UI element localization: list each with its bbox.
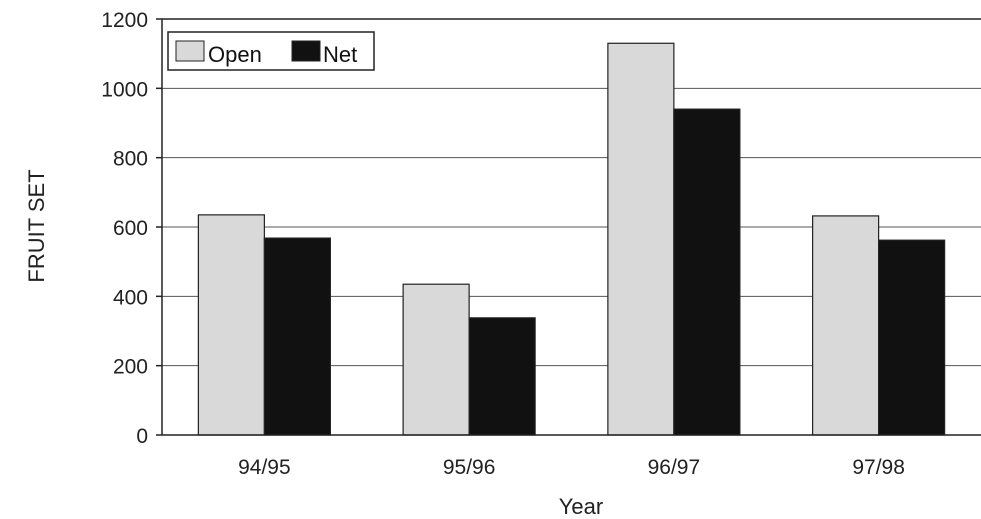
- x-tick-label: 97/98: [852, 456, 905, 479]
- bar-net-95-96: [468, 317, 536, 436]
- axes: [156, 18, 981, 436]
- legend-label-open: Open: [208, 42, 262, 67]
- bar-net-97-98: [878, 239, 946, 436]
- y-tick-label: 400: [113, 286, 148, 309]
- bar-net-94-95: [263, 237, 331, 436]
- y-tick-label: 800: [113, 148, 148, 171]
- y-tick-label: 1000: [101, 78, 148, 101]
- bar-net-96-97: [673, 108, 741, 436]
- x-axis-title: Year: [559, 494, 603, 519]
- bar-open-97-98: [812, 215, 880, 436]
- legend-swatch-net: [291, 40, 321, 62]
- bar-open-95-96: [402, 283, 470, 436]
- y-tick-label: 0: [136, 425, 148, 448]
- legend-label-net: Net: [323, 42, 357, 67]
- bar-open-94-95: [197, 214, 265, 436]
- legend-swatch-open: [175, 40, 205, 62]
- y-tick-label: 200: [113, 356, 148, 379]
- x-tick-label: 95/96: [443, 456, 496, 479]
- bar-open-96-97: [607, 42, 675, 436]
- y-tick-label: 1200: [101, 9, 148, 32]
- bars: [197, 42, 946, 436]
- y-tick-label: 600: [113, 217, 148, 240]
- legend: Open Net: [167, 31, 375, 71]
- x-tick-label: 96/97: [648, 456, 701, 479]
- x-tick-label: 94/95: [238, 456, 291, 479]
- tick-labels: 0 200 400 600 800 1000 1200 94/95 95/96 96/97 97/9…: [101, 9, 905, 479]
- y-axis-title: FRUIT SET: [24, 169, 49, 282]
